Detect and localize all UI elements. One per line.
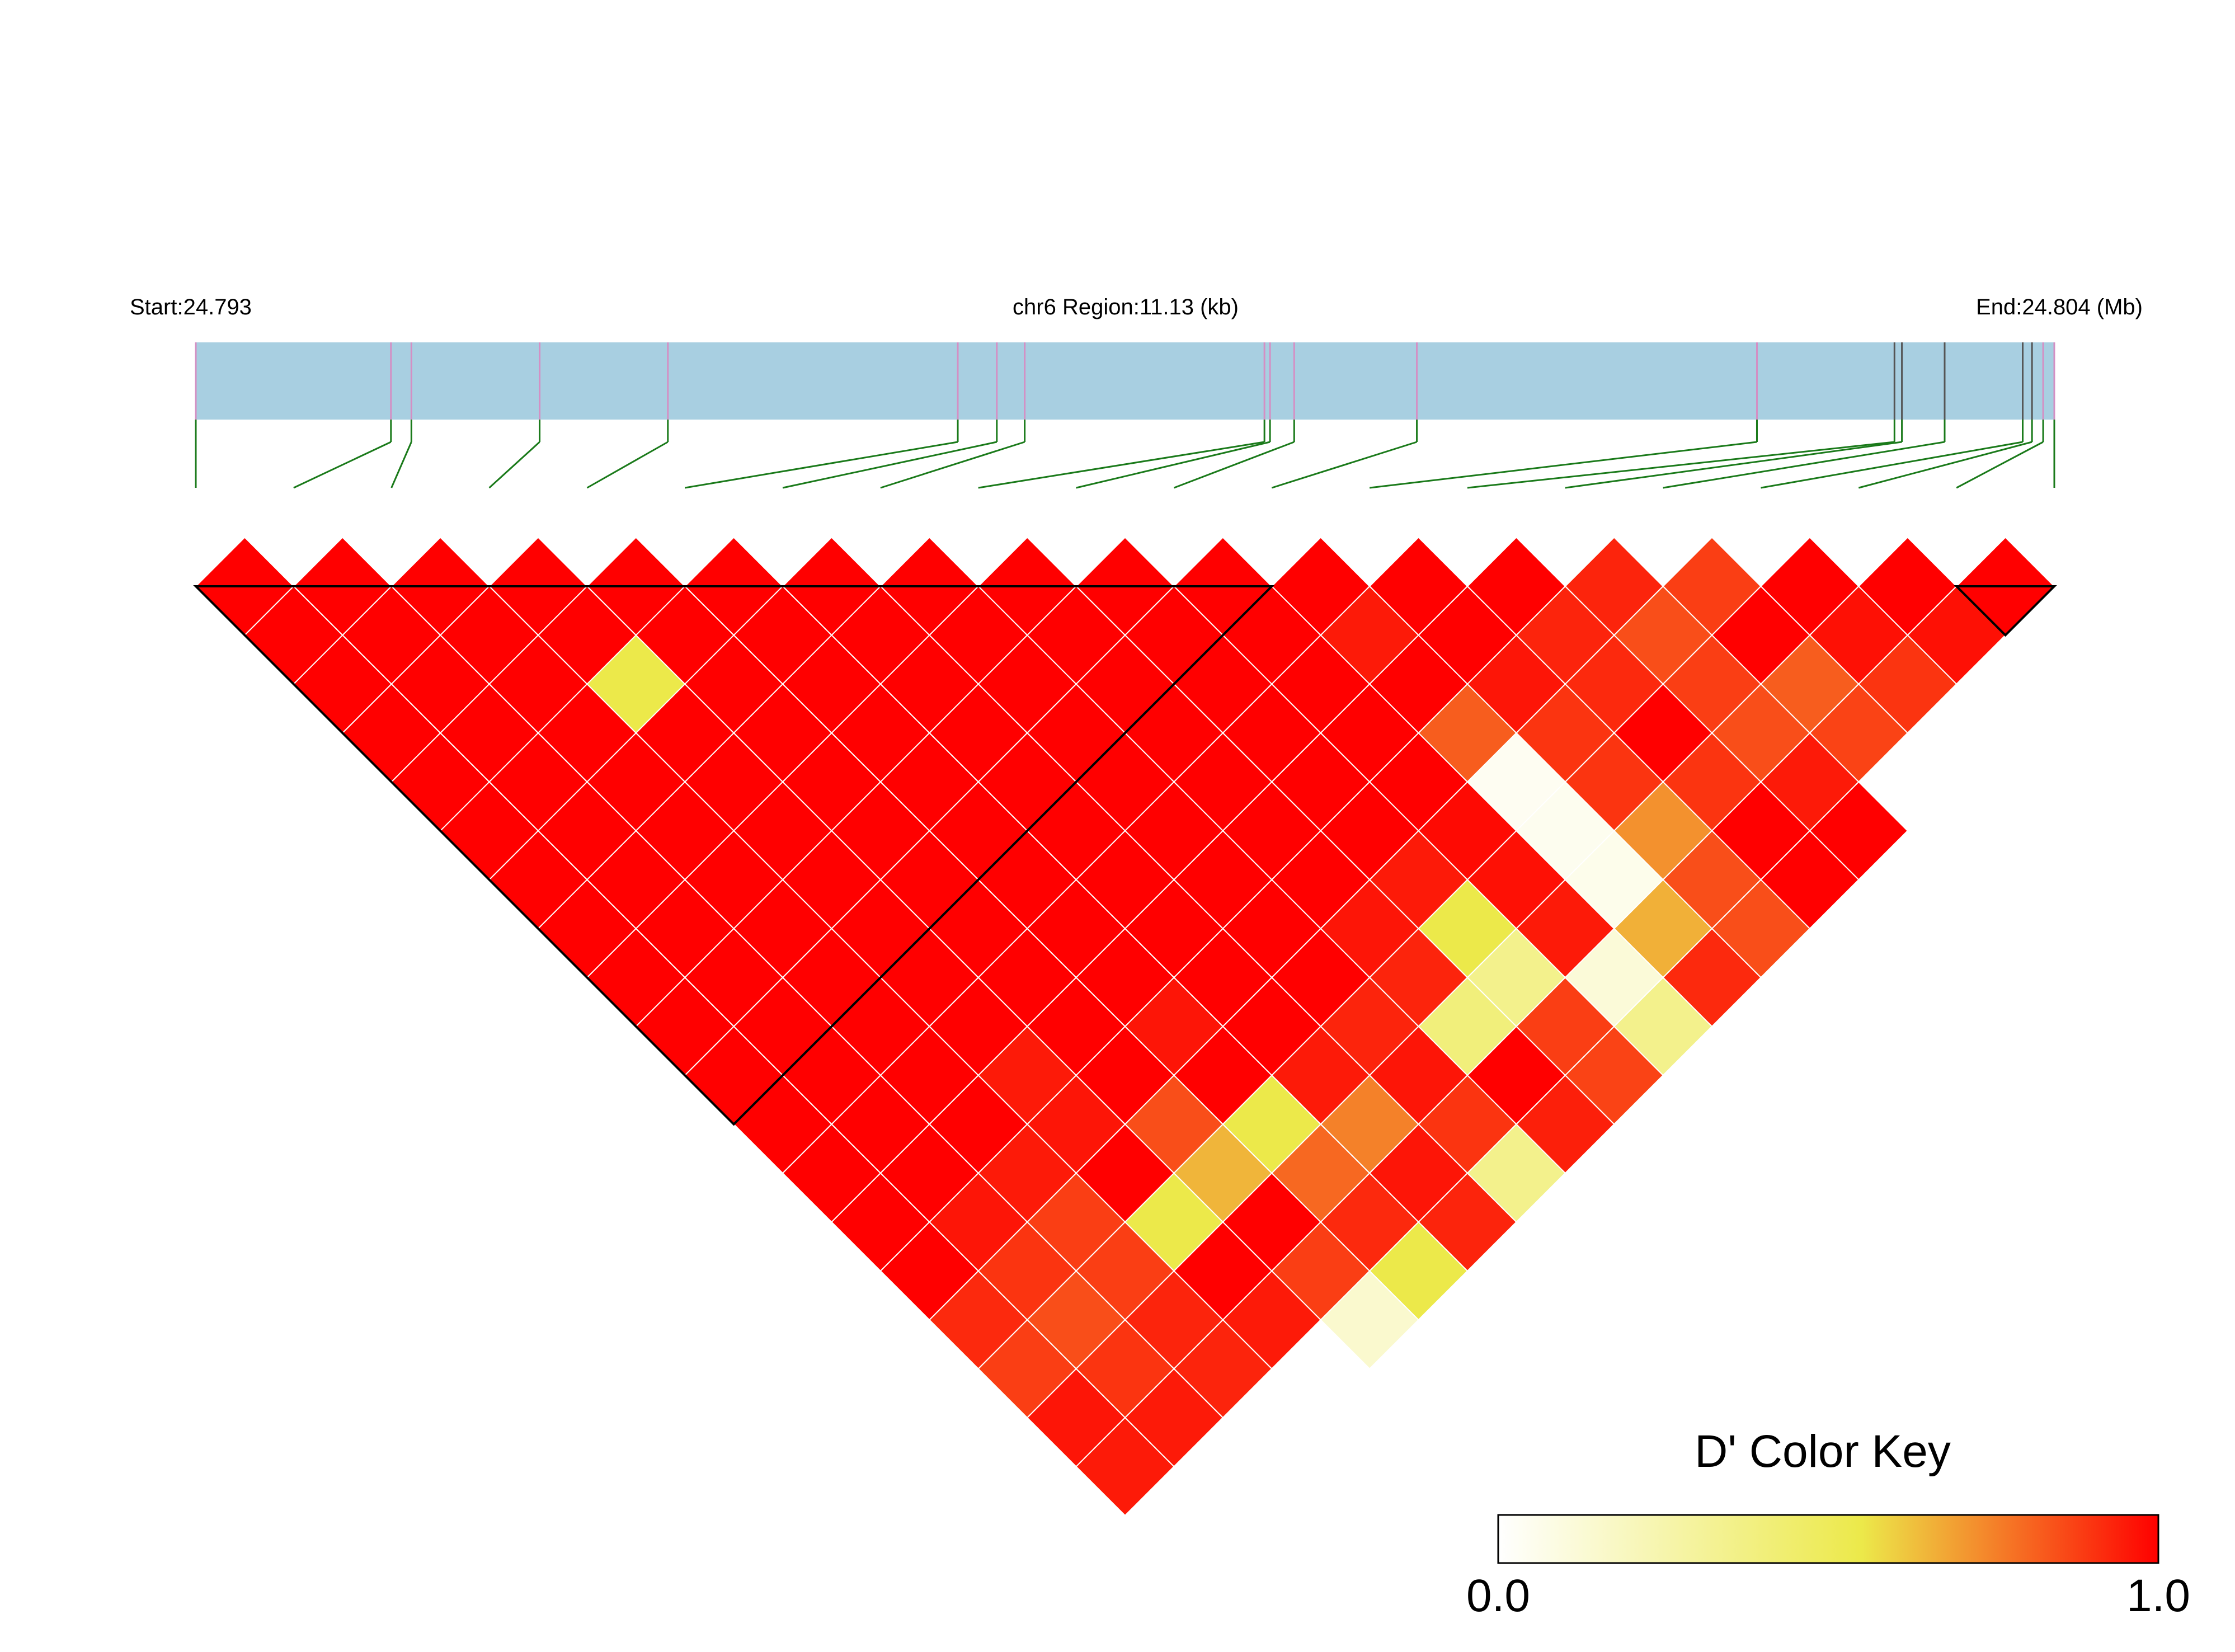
- snp-connector: [1271, 441, 1418, 489]
- snp-connector: [1173, 441, 1295, 489]
- snp-connector: [1858, 441, 2032, 489]
- snp-connector: [1956, 441, 2044, 489]
- snp-connector: [1467, 441, 1895, 489]
- ld-cells: [194, 536, 2056, 1517]
- snp-connector: [293, 441, 392, 489]
- color-key-bar: [1497, 1514, 2159, 1564]
- ld-cell: [1320, 1270, 1419, 1370]
- snp-connector: [488, 441, 540, 489]
- haplotype-block-outline: [1954, 585, 2057, 637]
- snp-connector: [1076, 441, 1271, 489]
- snp-connector: [390, 441, 412, 488]
- snp-connector: [1663, 441, 1945, 489]
- color-key-min-label: 0.0: [1466, 1570, 1530, 1621]
- color-key-max-label: 1.0: [2126, 1570, 2190, 1621]
- snp-position-lines: [195, 342, 2055, 420]
- snp-connector: [1761, 441, 2023, 489]
- snp-connector: [586, 441, 669, 489]
- color-key-title: D' Color Key: [1695, 1426, 1951, 1477]
- haplotype-block-outline: [193, 585, 1275, 1126]
- snp-connector: [782, 441, 997, 489]
- ld-cell: [1075, 1416, 1175, 1517]
- haplotype-blocks: [193, 585, 2057, 1126]
- snp-connector: [1565, 441, 1902, 489]
- end-label: End:24.804 (Mb): [1976, 295, 2143, 319]
- snp-connector-lines: [195, 420, 2055, 489]
- snp-connector: [1369, 441, 1757, 489]
- snp-connector: [880, 441, 1025, 489]
- region-label: chr6 Region:11.13 (kb): [1013, 295, 1239, 319]
- chromosome-track: [196, 342, 2054, 420]
- start-label: Start:24.793: [130, 295, 252, 319]
- snp-connector: [684, 441, 958, 489]
- snp-connector: [978, 441, 1265, 489]
